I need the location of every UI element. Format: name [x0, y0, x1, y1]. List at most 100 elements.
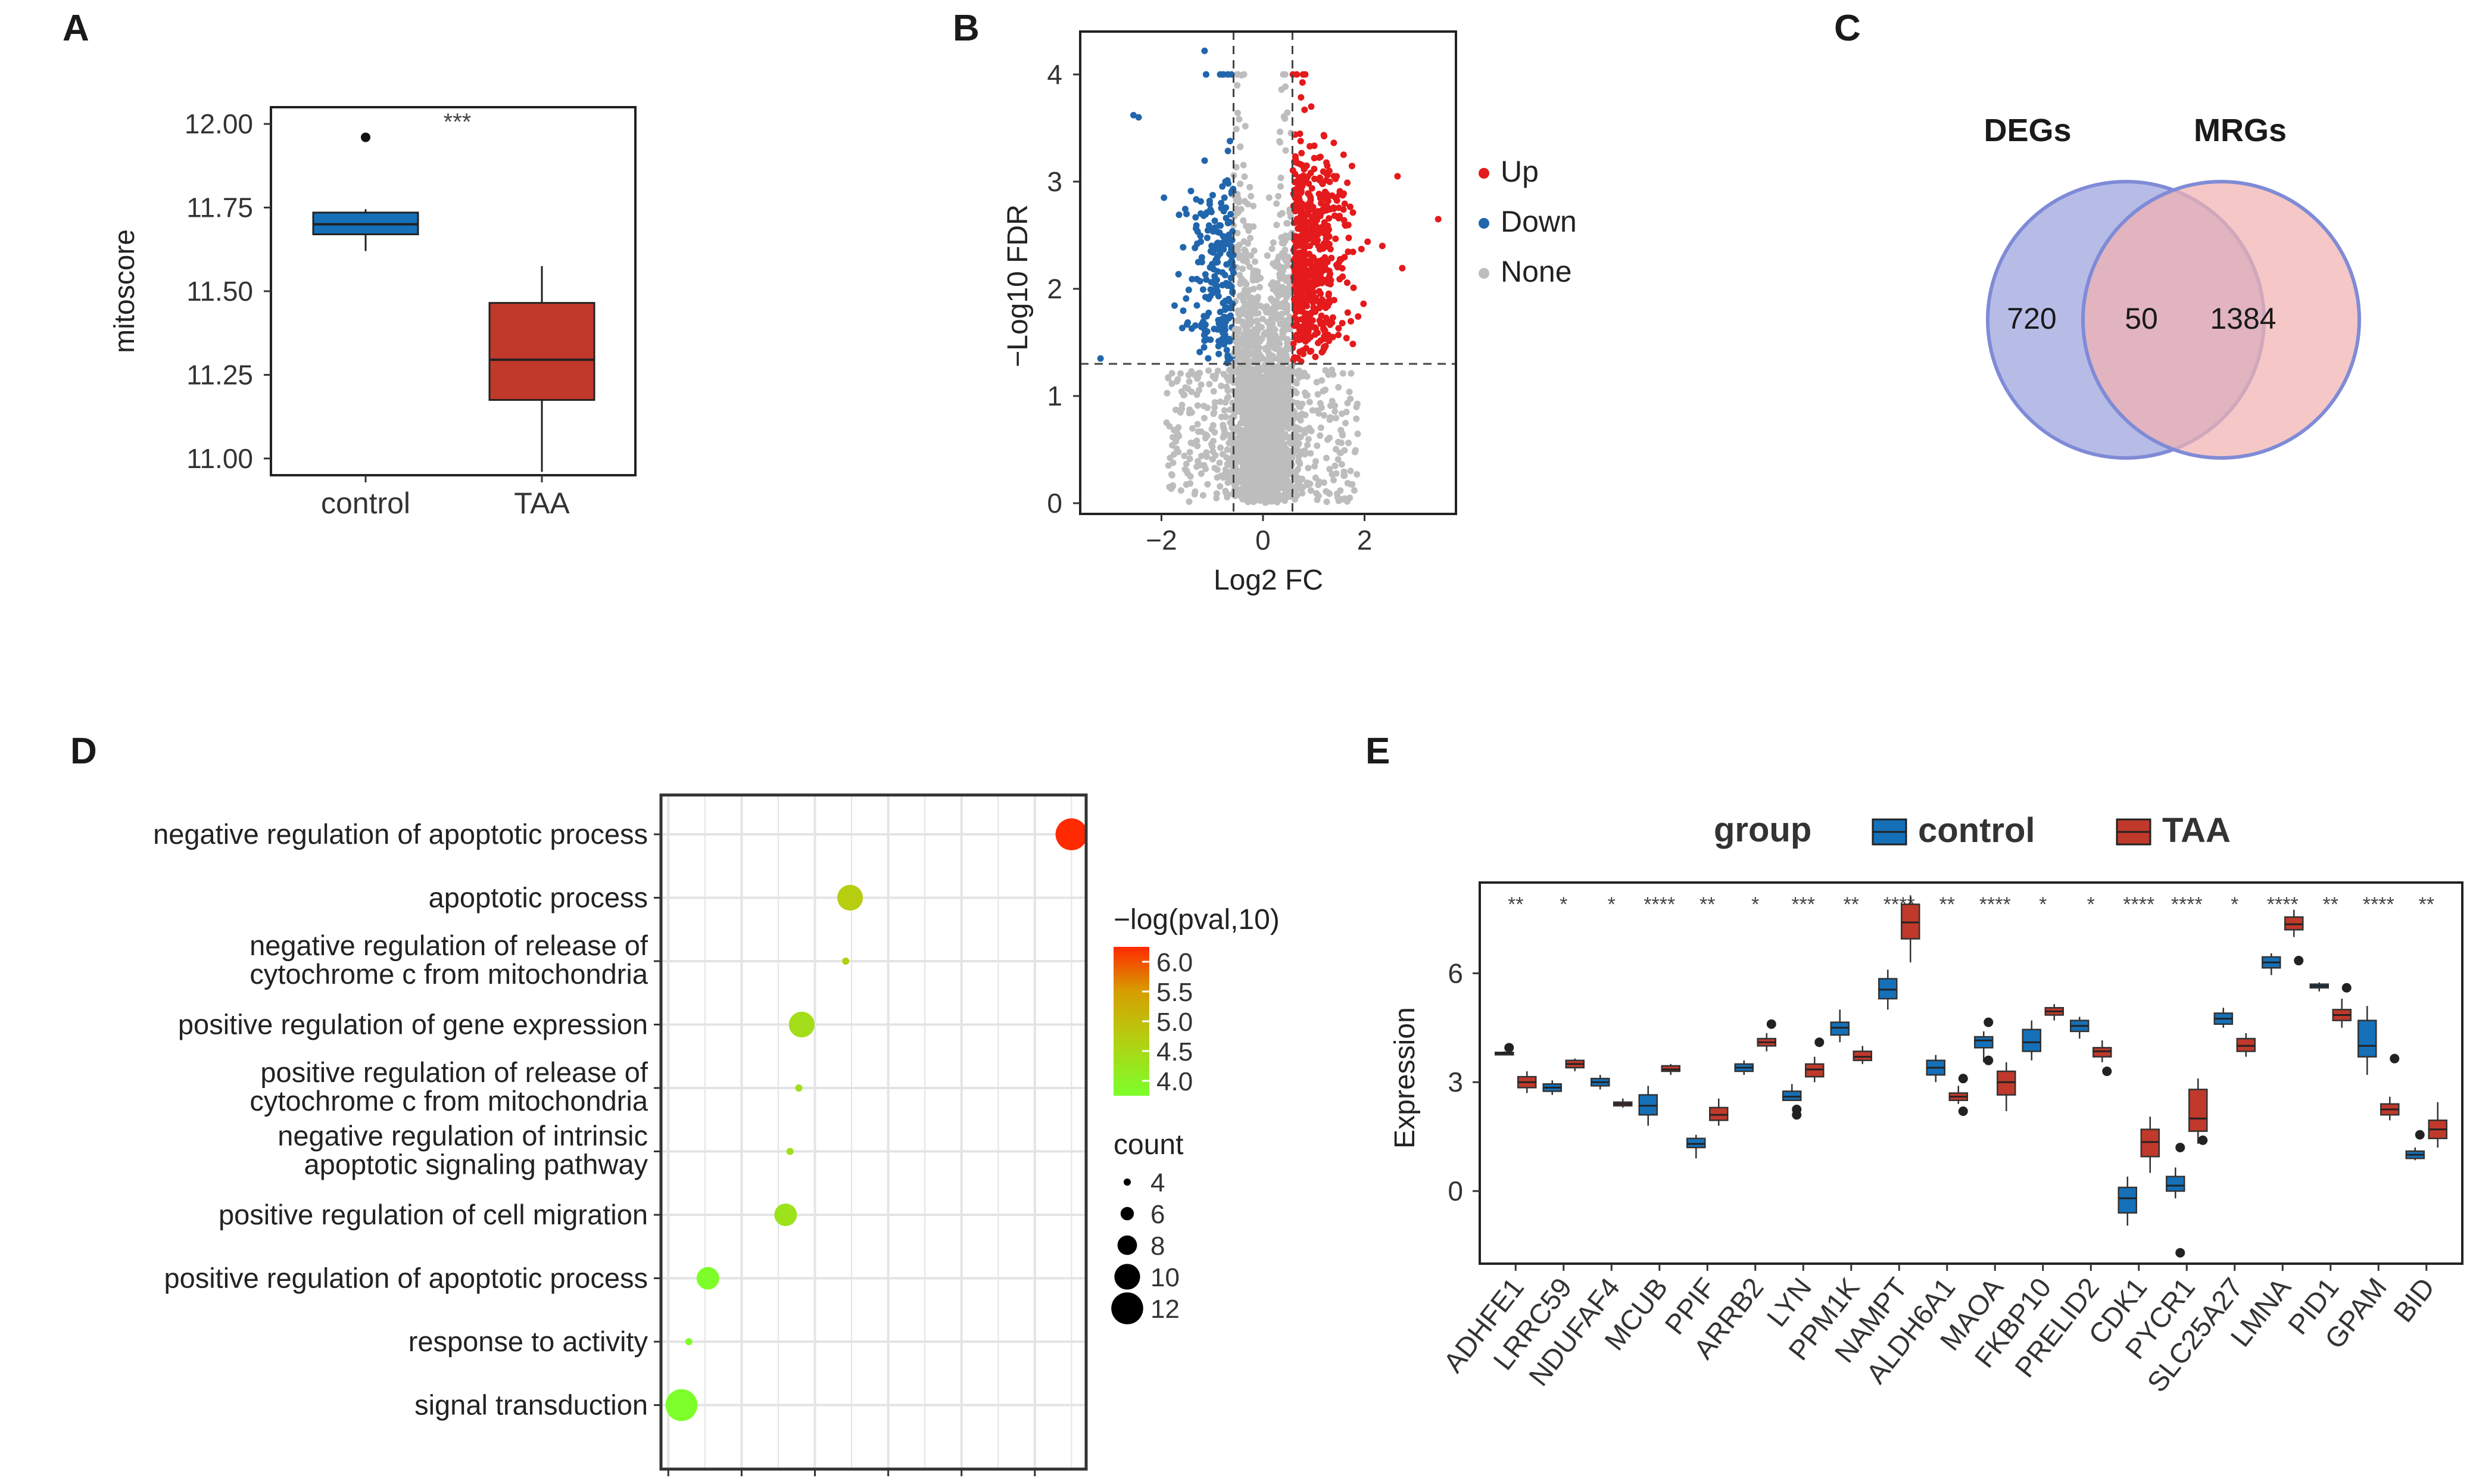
volcano-point	[1210, 388, 1217, 395]
volcano-point	[1309, 283, 1316, 290]
volcano-point	[1281, 432, 1287, 439]
volcano-point	[1198, 381, 1205, 388]
panel-label-d: D	[70, 731, 97, 772]
volcano-point	[1323, 190, 1330, 197]
volcano-point	[1198, 210, 1205, 217]
volcano-point	[1297, 138, 1304, 145]
volcano-point	[1244, 428, 1251, 435]
volcano-point	[1335, 332, 1342, 338]
volcano-point	[1286, 493, 1293, 500]
volcano-point	[1192, 488, 1199, 495]
legend-label-up: Up	[1501, 155, 1539, 188]
volcano-point	[1211, 399, 1218, 406]
box-outlier	[2198, 1135, 2208, 1145]
volcano-point	[1297, 434, 1304, 441]
panel-b-volcano: Log2 FC −Log10 FDR −2 0 2 0 1 2 3 4 Up Down None	[1002, 30, 1577, 596]
volcano-point	[1284, 275, 1292, 282]
x-tick-label: 4.5	[797, 1480, 833, 1484]
volcano-point	[1256, 283, 1263, 291]
volcano-point	[1304, 373, 1311, 380]
volcano-point	[1209, 448, 1217, 455]
volcano-point	[1231, 425, 1239, 432]
volcano-point	[1303, 235, 1310, 242]
volcano-point	[1329, 314, 1336, 321]
volcano-point	[1296, 250, 1303, 256]
volcano-point	[1178, 325, 1186, 332]
volcano-point	[1338, 461, 1345, 468]
volcano-point	[1270, 432, 1277, 439]
volcano-point	[1273, 305, 1279, 311]
volcano-point	[1299, 484, 1306, 491]
volcano-point	[1216, 459, 1223, 466]
volcano-point	[1178, 401, 1186, 409]
volcano-point	[1255, 369, 1262, 376]
volcano-point	[1236, 116, 1243, 123]
volcano-point	[1341, 447, 1348, 454]
volcano-point	[1246, 183, 1253, 191]
x-tick-label: 5.0	[870, 1480, 906, 1484]
volcano-point	[1282, 147, 1289, 154]
volcano-point	[1219, 183, 1226, 190]
volcano-point	[1245, 370, 1252, 378]
y-axis-label: Expression	[1389, 1007, 1421, 1148]
volcano-point	[1237, 180, 1244, 188]
volcano-point	[1168, 471, 1175, 478]
volcano-point	[1254, 294, 1261, 301]
volcano-point	[1195, 374, 1202, 381]
term-label: positive regulation of release of	[260, 1056, 648, 1088]
volcano-point	[1197, 198, 1204, 205]
volcano-point	[1233, 376, 1240, 384]
volcano-point	[1302, 345, 1309, 352]
volcano-point	[1312, 239, 1319, 246]
volcano-point	[1203, 453, 1211, 460]
volcano-point	[1308, 232, 1315, 239]
volcano-point	[1214, 268, 1221, 275]
volcano-point	[1261, 395, 1268, 402]
volcano-point	[1224, 460, 1231, 467]
volcano-point	[1293, 424, 1301, 431]
significance-label: **	[2419, 893, 2434, 916]
volcano-point	[1315, 231, 1321, 238]
dot-term	[786, 1148, 794, 1155]
volcano-point	[1326, 226, 1332, 233]
volcano-point	[1214, 326, 1221, 333]
volcano-point	[1263, 329, 1270, 336]
volcano-point	[1219, 451, 1226, 458]
volcano-point	[1212, 372, 1219, 379]
volcano-point	[1209, 443, 1216, 450]
volcano-point	[1279, 334, 1286, 341]
volcano-point	[1224, 282, 1231, 289]
box-outlier	[1504, 1043, 1514, 1053]
volcano-point	[1240, 217, 1247, 224]
volcano-point	[1240, 466, 1247, 473]
significance-label: ****	[2363, 893, 2394, 916]
volcano-point	[1280, 71, 1287, 78]
volcano-point	[1227, 259, 1234, 266]
box-outlier	[1814, 1037, 1825, 1047]
volcano-point	[1248, 296, 1255, 303]
volcano-point	[1321, 412, 1327, 419]
volcano-point	[1318, 312, 1325, 319]
volcano-point	[1274, 291, 1281, 298]
volcano-point	[1242, 478, 1249, 485]
color-tick-label: 4.5	[1156, 1037, 1193, 1067]
box-control	[1878, 978, 1898, 1000]
volcano-point	[1320, 245, 1327, 252]
volcano-point	[1250, 480, 1257, 487]
volcano-point	[1289, 454, 1296, 462]
volcano-point	[1201, 322, 1208, 329]
volcano-point	[1234, 82, 1241, 89]
volcano-point	[1305, 328, 1312, 335]
volcano-point	[1313, 379, 1320, 386]
x-tick-label: control	[321, 487, 410, 520]
venn-set-label-mrgs: MRGs	[2194, 113, 2287, 148]
volcano-point	[1299, 490, 1306, 497]
size-legend-label: 12	[1150, 1295, 1180, 1324]
volcano-point	[1234, 110, 1241, 117]
volcano-point	[1211, 278, 1218, 285]
color-tick-label: 5.0	[1156, 1008, 1193, 1037]
volcano-point	[1298, 316, 1305, 323]
dot-term	[696, 1267, 719, 1290]
volcano-point	[1321, 254, 1329, 261]
volcano-point	[1185, 286, 1192, 294]
